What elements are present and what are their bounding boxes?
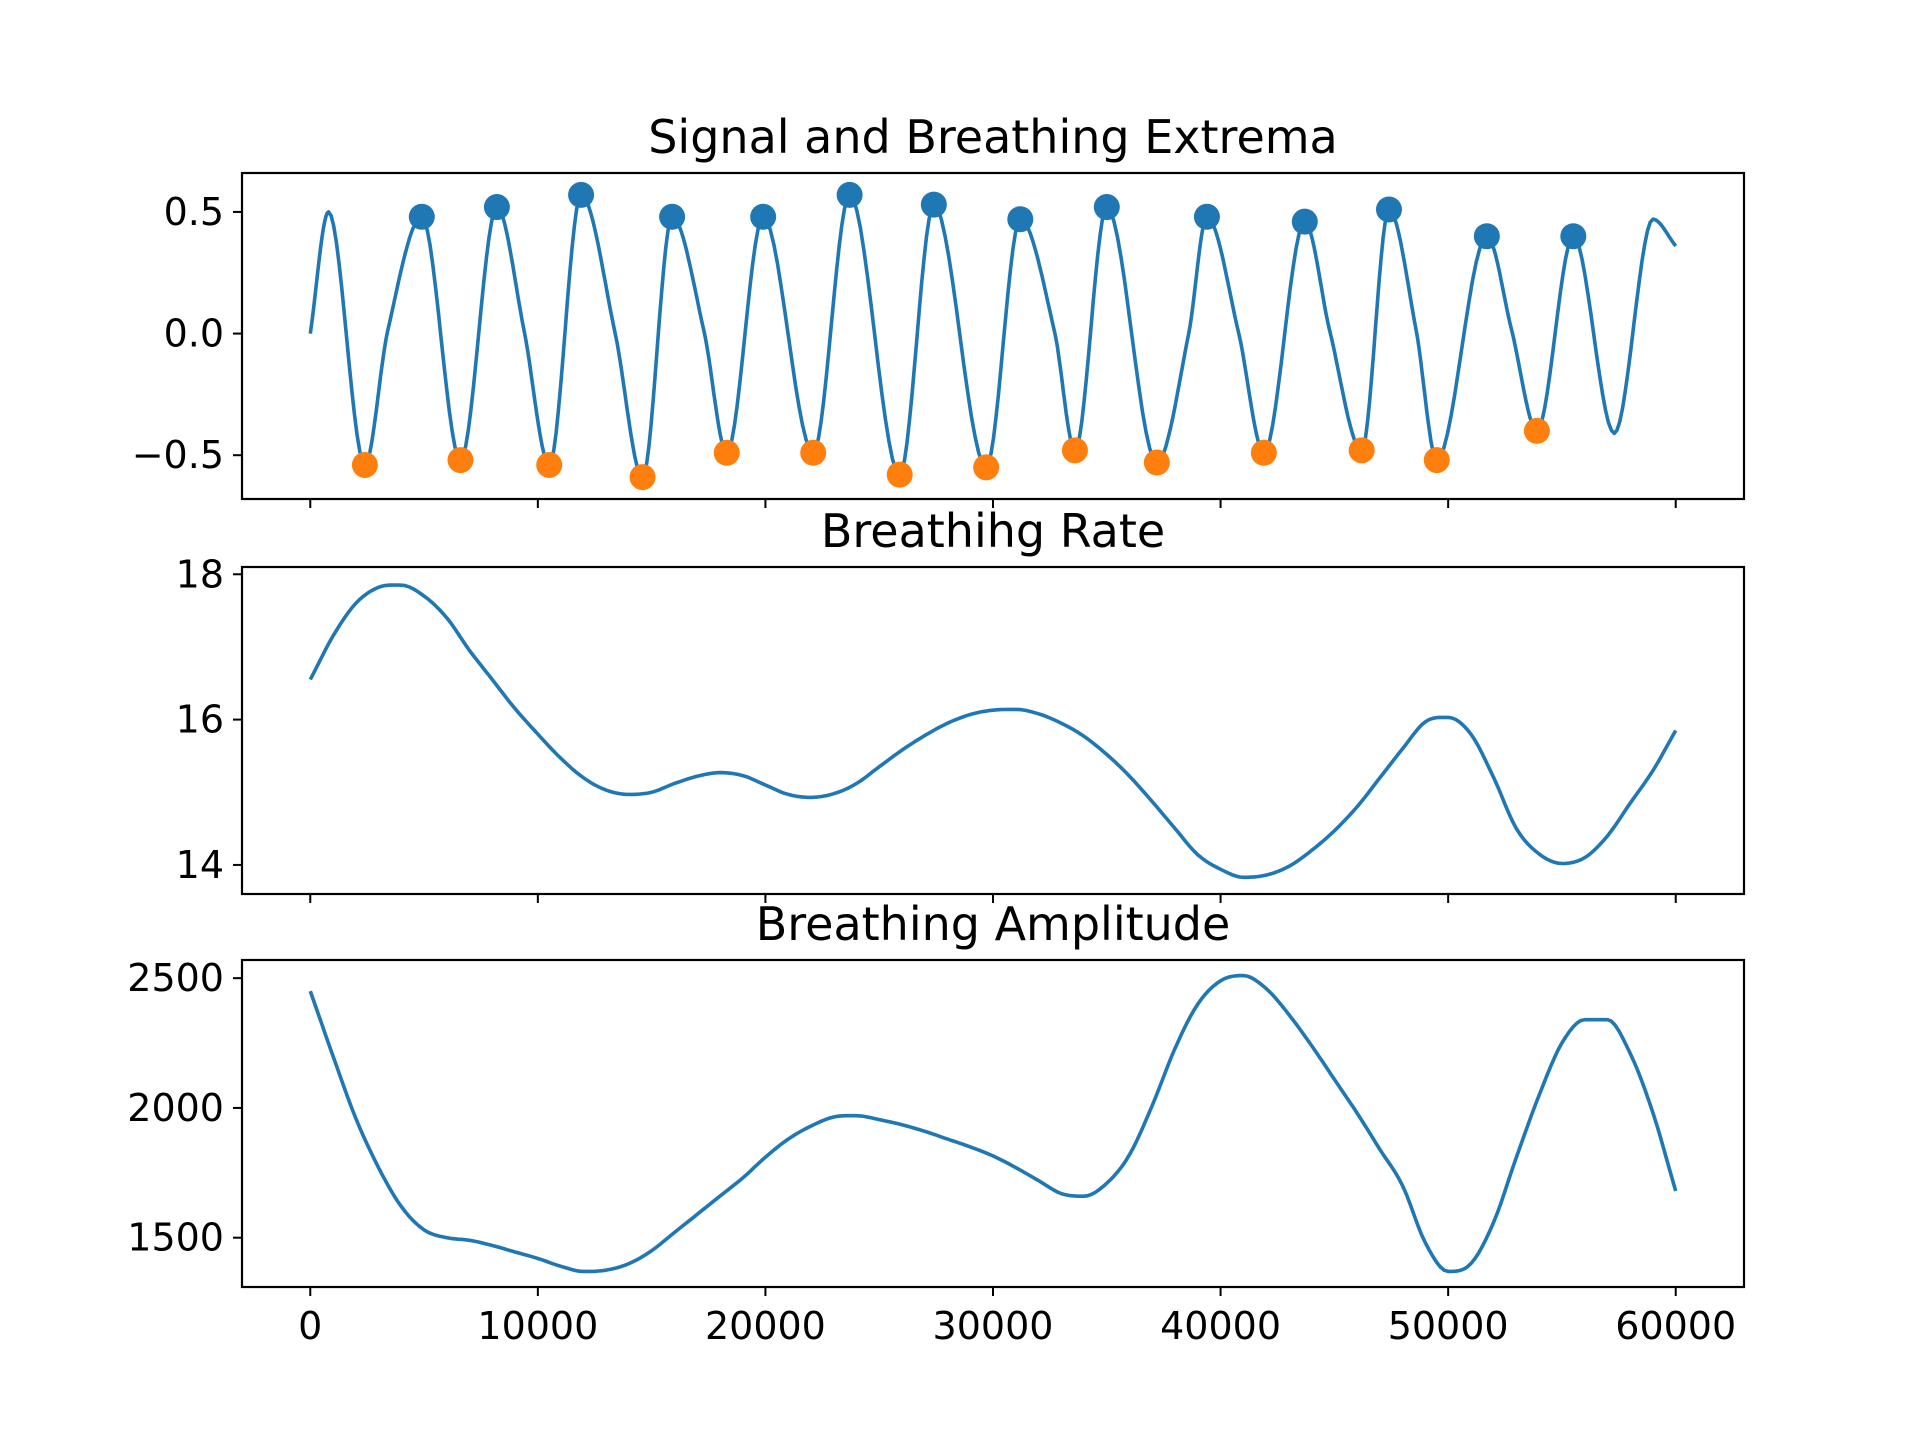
y-axis-ticks: 0.5 0.0 −0.5: [132, 190, 242, 477]
peak-marker: [1291, 208, 1318, 235]
y-tick-label: 0.5: [164, 190, 224, 234]
axes-frame: [240, 565, 1746, 896]
peak-marker: [408, 203, 435, 230]
panel-title: Signal and Breathing Extrema: [648, 110, 1338, 164]
plot-clip: [308, 583, 1678, 880]
trough-marker: [351, 451, 378, 478]
series-line: [308, 973, 1678, 1274]
panel-signal-extrema: Signal and Breathing Extrema 0.5 0.0 −0.5: [132, 110, 1746, 508]
trough-marker: [1523, 417, 1550, 444]
y-tick-label: 0.0: [164, 312, 224, 356]
series-line: [308, 583, 1678, 880]
trough-marker: [1423, 447, 1450, 474]
axes-frame: [240, 171, 1746, 501]
x-tick-label: 40000: [1160, 1304, 1281, 1348]
plot-area: [308, 181, 1678, 491]
y-tick-label: 1500: [127, 1216, 224, 1260]
y-tick-label: 18: [176, 552, 224, 596]
y-axis-ticks: 18 16 14: [176, 552, 242, 887]
plot-area: [308, 973, 1678, 1274]
x-axis-ticks: 0 10000 20000 30000 40000 50000 60000: [298, 1287, 1736, 1348]
x-tick-label: 10000: [477, 1304, 598, 1348]
peak-marker: [750, 203, 777, 230]
plot-clip: [308, 973, 1678, 1274]
x-tick-label: 60000: [1615, 1304, 1736, 1348]
trough-marker: [629, 464, 656, 491]
panel-breathing-amplitude: Breathing Amplitude 2500 2000 1500 0 10000 2…: [127, 897, 1746, 1348]
peak-marker: [1473, 223, 1500, 250]
y-tick-label: 16: [176, 698, 224, 742]
peak-marker: [1193, 203, 1220, 230]
peak-marker: [1093, 194, 1120, 221]
plot-area: [308, 583, 1678, 880]
peak-marker: [920, 191, 947, 218]
x-tick-label: 50000: [1388, 1304, 1509, 1348]
peak-marker: [483, 194, 510, 221]
x-axis-ticks: [309, 894, 1677, 903]
x-tick-label: 30000: [933, 1304, 1054, 1348]
peak-marker: [659, 203, 686, 230]
plot-clip: [308, 181, 1678, 491]
x-axis-ticks: [309, 499, 1677, 508]
trough-marker: [800, 439, 827, 466]
y-tick-label: 2000: [127, 1086, 224, 1130]
trough-marker: [1348, 437, 1375, 464]
peak-marker: [1560, 223, 1587, 250]
panel-title: Breathing Amplitude: [756, 897, 1231, 951]
y-tick-label: −0.5: [132, 433, 224, 477]
axes-frame: [240, 958, 1746, 1289]
trough-marker: [1250, 439, 1277, 466]
peak-marker: [836, 181, 863, 208]
panel-breathing-rate: Breathihg Rate 18 16 14: [176, 504, 1746, 903]
trough-marker: [536, 451, 563, 478]
y-axis-ticks: 2500 2000 1500: [127, 956, 242, 1260]
trough-marker: [973, 454, 1000, 481]
trough-marker: [447, 447, 474, 474]
peak-marker: [1007, 206, 1034, 233]
peak-marker: [1375, 196, 1402, 223]
trough-marker: [1061, 437, 1088, 464]
trough-marker: [886, 461, 913, 488]
x-tick-label: 0: [298, 1304, 322, 1348]
trough-marker: [713, 439, 740, 466]
y-tick-label: 2500: [127, 956, 224, 1000]
x-tick-label: 20000: [705, 1304, 826, 1348]
panel-title: Breathihg Rate: [821, 504, 1165, 558]
trough-marker: [1143, 449, 1170, 476]
peak-marker: [568, 181, 595, 208]
y-tick-label: 14: [176, 843, 224, 887]
